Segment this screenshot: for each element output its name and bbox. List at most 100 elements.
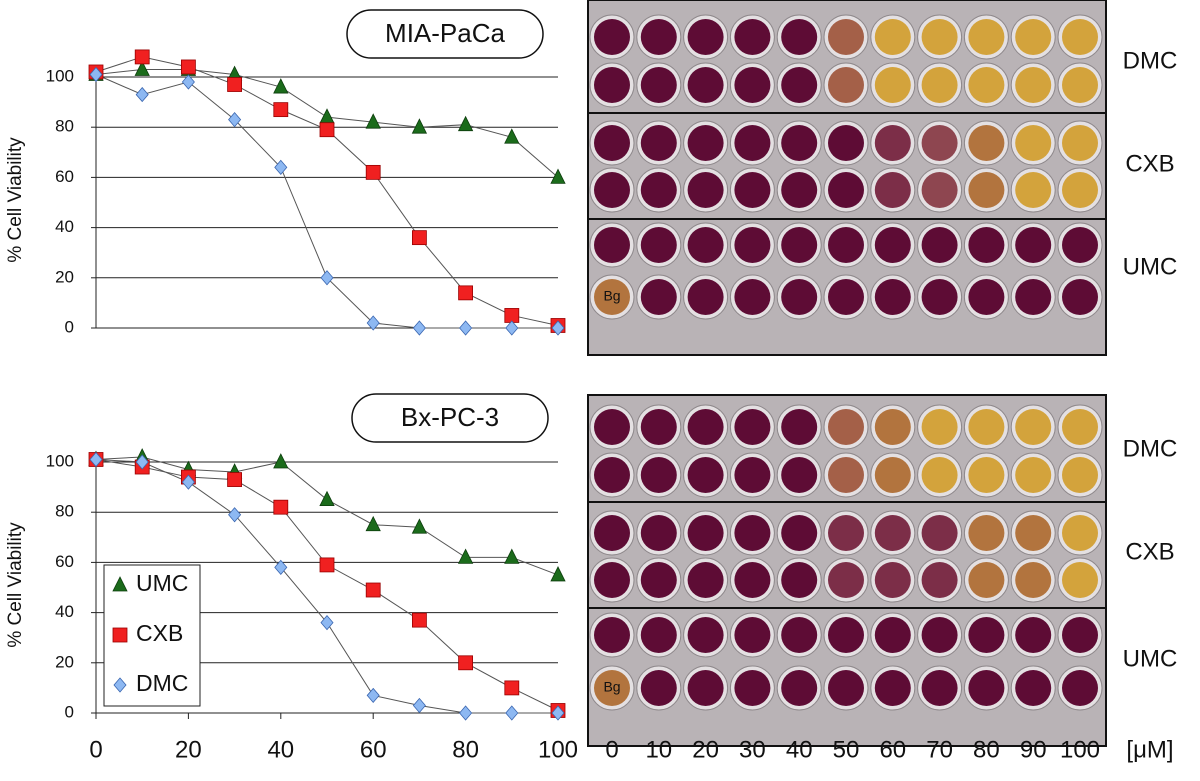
- well: [781, 279, 818, 315]
- well: [594, 172, 630, 208]
- x-tick-label: 100: [538, 736, 578, 763]
- well: [874, 125, 911, 161]
- well: [1015, 562, 1052, 598]
- well: [687, 670, 724, 706]
- well: [874, 19, 911, 55]
- well: [968, 409, 1005, 445]
- chart-title: MIA-PaCa: [385, 18, 505, 48]
- data-point: [504, 548, 520, 564]
- well: [687, 125, 724, 161]
- data-point: [89, 451, 103, 468]
- data-point: [181, 474, 195, 490]
- data-point: [274, 159, 288, 175]
- well: [734, 562, 771, 598]
- well: [687, 279, 724, 315]
- x-tick-label: 40: [267, 736, 294, 763]
- data-point: [457, 548, 474, 564]
- well: [734, 19, 771, 55]
- y-tick-label: 0: [65, 317, 74, 336]
- well: [1062, 562, 1098, 598]
- legend-marker: [112, 576, 128, 592]
- well: [640, 279, 677, 315]
- data-point: [550, 566, 566, 582]
- legend-label: UMC: [136, 570, 188, 596]
- data-point: [89, 66, 103, 83]
- legend-label: DMC: [136, 670, 188, 696]
- y-tick-label: 20: [55, 652, 74, 671]
- well: [687, 19, 724, 55]
- well: [874, 670, 911, 706]
- well: [968, 279, 1005, 315]
- data-point: [504, 308, 520, 323]
- data-point: [411, 518, 428, 534]
- well: [781, 515, 818, 551]
- well: [874, 409, 911, 445]
- well: [1015, 125, 1052, 161]
- y-tick-label: 60: [55, 167, 74, 186]
- concentration-label: 50: [833, 736, 860, 763]
- well: [921, 125, 958, 161]
- data-point: [366, 315, 380, 331]
- x-tick-label: 80: [452, 736, 479, 763]
- well-label: Bg: [603, 679, 620, 695]
- well: [1062, 19, 1098, 55]
- data-point: [181, 74, 195, 90]
- well: [1015, 617, 1052, 653]
- concentration-label: 90: [1020, 736, 1047, 763]
- data-point: [505, 320, 519, 336]
- y-tick-label: 80: [55, 502, 74, 521]
- well: [1062, 617, 1098, 653]
- data-point: [365, 164, 381, 180]
- well: [828, 409, 864, 445]
- well: [828, 562, 864, 598]
- well: [968, 562, 1005, 598]
- well: [640, 67, 677, 103]
- data-point: [504, 128, 520, 144]
- well: [1062, 457, 1098, 493]
- well: [594, 19, 630, 55]
- well: [734, 125, 771, 161]
- well: [640, 457, 677, 493]
- well: [968, 125, 1005, 161]
- well: [1015, 227, 1052, 263]
- well: [640, 409, 677, 445]
- well: [734, 172, 771, 208]
- well: [594, 562, 630, 598]
- well: [594, 515, 630, 551]
- legend-label: CXB: [136, 620, 183, 646]
- well: [640, 515, 677, 551]
- concentration-label: 10: [645, 736, 672, 763]
- well: [1015, 172, 1052, 208]
- data-point: [319, 122, 335, 138]
- well: [968, 457, 1005, 493]
- well: [734, 617, 771, 653]
- well: [1015, 19, 1052, 55]
- well: [921, 67, 958, 103]
- well: [640, 172, 677, 208]
- well: [921, 617, 958, 653]
- well: [594, 617, 630, 653]
- y-tick-label: 0: [65, 702, 74, 721]
- well: [828, 279, 864, 315]
- well: [781, 670, 818, 706]
- well: [734, 227, 771, 263]
- well: [640, 562, 677, 598]
- concentration-label: 20: [692, 736, 719, 763]
- well: [734, 279, 771, 315]
- data-point: [366, 687, 380, 704]
- well: [1015, 409, 1052, 445]
- data-point: [551, 705, 565, 721]
- well: [874, 279, 911, 315]
- well: [828, 19, 864, 55]
- row-label: CXB: [1125, 150, 1174, 177]
- well: [640, 125, 677, 161]
- well: [687, 172, 724, 208]
- data-point: [319, 490, 335, 507]
- well: [781, 19, 818, 55]
- well: [687, 227, 724, 263]
- well: [687, 562, 724, 598]
- legend-marker: [113, 677, 127, 693]
- legend-marker: [112, 627, 128, 643]
- well: [1015, 670, 1052, 706]
- data-point: [228, 112, 242, 128]
